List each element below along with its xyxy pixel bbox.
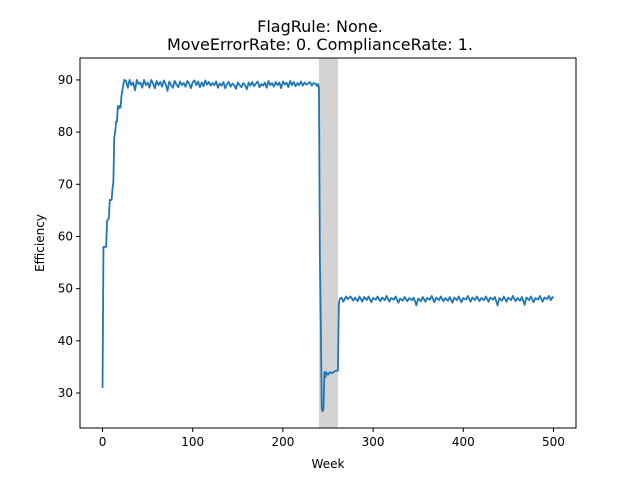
y-tick-label: 70	[58, 177, 73, 191]
y-tick-label: 40	[58, 334, 73, 348]
series-line	[101, 79, 555, 413]
chart-title-line-2: MoveErrorRate: 0. ComplianceRate: 1.	[167, 35, 473, 54]
plot-frame	[79, 57, 577, 429]
x-axis: 0 100 200 300 400 500	[99, 428, 565, 449]
x-tick-label: 300	[362, 435, 385, 449]
x-tick-label: 100	[181, 435, 204, 449]
x-tick-label: 0	[99, 435, 107, 449]
y-tick-label: 50	[58, 282, 73, 296]
y-tick-label: 60	[58, 229, 73, 243]
shaded-region	[318, 58, 338, 428]
y-tick-label: 80	[58, 125, 73, 139]
y-axis: 30 40 50 60 70 80 90	[58, 73, 80, 400]
x-tick-label: 400	[452, 435, 475, 449]
x-tick-label: 500	[542, 435, 565, 449]
x-tick-label: 200	[271, 435, 294, 449]
plot-area	[79, 57, 577, 429]
x-axis-label: Week	[312, 457, 345, 471]
y-axis-label: Efficiency	[33, 214, 47, 272]
y-tick-label: 90	[58, 73, 73, 87]
y-tick-label: 30	[58, 386, 73, 400]
chart-title-line-1: FlagRule: None.	[257, 17, 383, 36]
